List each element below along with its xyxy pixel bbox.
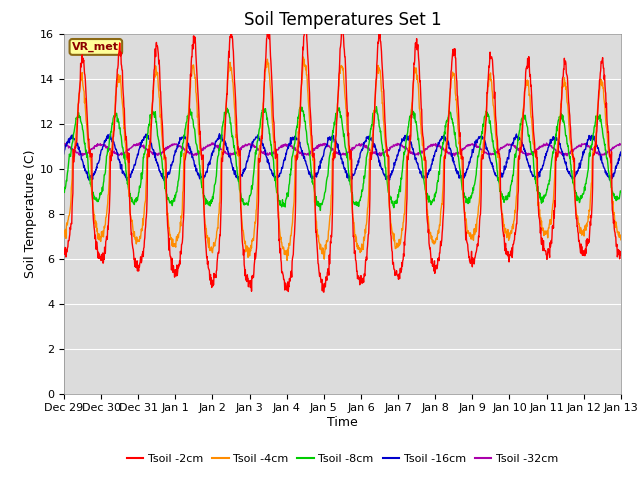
Text: VR_met: VR_met: [72, 42, 119, 52]
Legend: Tsoil -2cm, Tsoil -4cm, Tsoil -8cm, Tsoil -16cm, Tsoil -32cm: Tsoil -2cm, Tsoil -4cm, Tsoil -8cm, Tsoi…: [122, 450, 563, 468]
Y-axis label: Soil Temperature (C): Soil Temperature (C): [24, 149, 37, 278]
Title: Soil Temperatures Set 1: Soil Temperatures Set 1: [244, 11, 441, 29]
X-axis label: Time: Time: [327, 416, 358, 429]
